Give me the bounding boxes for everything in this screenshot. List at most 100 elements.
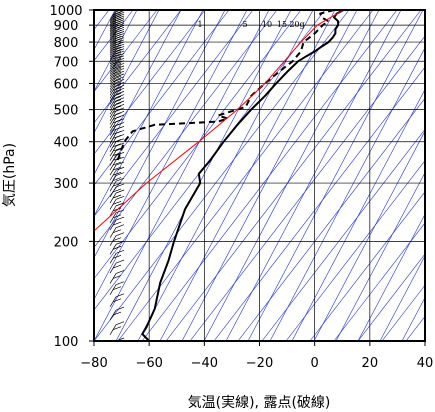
wind-barb-flag [115,306,125,311]
wind-barb-flag [112,84,122,88]
wind-barb-flag [115,76,125,80]
wind-barb-flag [115,55,125,60]
adiabat-line [261,128,425,341]
wind-barb-flag [115,39,125,44]
wind-barb-flag [115,161,125,166]
adiabat-line [213,66,425,341]
isotherm-line [379,255,425,341]
adiabat-line [94,10,350,341]
wind-barb [109,68,125,82]
data-series [94,10,345,341]
wind-barb-flag [112,67,122,72]
wind-barb-flag [115,126,125,130]
wind-barb [109,177,125,192]
wind-barb-flag [115,134,125,138]
wind-barb-flag [113,343,121,346]
parcel-line [94,10,344,232]
wind-barb [109,161,125,176]
wind-barb-flag [115,82,125,86]
wind-barb-flag [115,224,125,228]
y-tick-label: 100 [54,335,79,350]
wind-barb-flag [115,46,125,50]
wind-barb-flag [115,37,125,41]
y-tick-label: 500 [54,104,79,119]
x-tick-label: −60 [135,356,162,371]
wind-barb-flag [112,65,122,70]
wind-barb [109,73,125,88]
y-tick-label: 400 [54,136,79,151]
wind-barb-flag [115,216,125,221]
wind-barb-flag [112,75,122,80]
wind-barb-flag [112,58,122,62]
wind-barb-staff [109,53,117,65]
adiabat-line [94,10,326,311]
wind-barb-flag [115,25,125,29]
adiabat-line [94,10,230,186]
adiabat-line [94,10,302,280]
wind-barb-flag [115,35,125,39]
isotherm-line [335,172,425,341]
wind-barb [109,57,125,72]
adiabat-line [94,10,182,124]
wind-barb-flag [115,142,125,147]
x-tick-label: −20 [246,356,273,371]
wind-barb-flag [112,81,122,85]
x-tick-label: 40 [417,356,434,371]
wind-barb [109,183,125,198]
y-tick-label: 800 [54,36,79,51]
y-tick-label: 1000 [49,4,82,19]
wind-barb-flag [115,27,125,31]
adiabat-line [430,10,435,341]
wind-barb-flag [115,19,125,23]
wind-barb [109,240,125,255]
wind-barb-flag [112,245,122,250]
isotherm-line [94,10,160,134]
wind-barb [109,91,125,105]
wind-barb [109,293,125,307]
wind-barb [109,259,125,274]
wind-barb-flag [115,130,125,134]
wind-barb-flag [112,105,122,110]
wind-barb [109,270,125,284]
wind-barb [109,62,125,77]
y-tick-label: 900 [54,19,79,34]
wind-barb [109,321,125,335]
wind-barb [109,100,125,115]
wind-barb-flag [115,172,125,176]
wind-barb [109,172,125,186]
wind-barb-flag [115,107,125,112]
y-tick-label: 700 [54,55,79,70]
wind-barb-flag [115,183,125,188]
adiabat-line [94,10,254,217]
wind-barb-flag [115,293,125,298]
guide-lines [94,10,435,341]
wind-barb-flag [115,232,125,237]
wind-barb-flag [112,89,122,94]
wind-barb-flag [112,182,122,187]
wind-barb-flag [112,87,122,91]
wind-barb-flag [115,114,125,119]
wind-barb [109,53,125,67]
wind-barb-flag [112,326,122,331]
wind-barb [109,216,125,231]
wind-barb-staff [109,24,117,35]
wind-barb-flag [112,286,122,290]
wind-barb-flag [115,17,125,22]
isotherm-line [115,10,292,341]
isotherm-line [225,10,402,341]
wind-barb [109,76,125,90]
wind-barb-flag [112,99,122,103]
wind-barb [109,84,125,99]
isotherm-line [94,10,226,259]
mixing-ratio-label: 15 [277,20,287,29]
wind-barb-flag [115,15,125,20]
wind-barb-flag [115,151,125,156]
temperature-line [141,10,345,341]
wind-barb-flag [112,60,122,65]
wind-barb-flag [112,237,122,242]
wind-barb [109,224,125,238]
wind-barb-flag [115,321,125,326]
wind-barb-flag [112,139,122,143]
x-tick-label: −80 [80,356,107,371]
